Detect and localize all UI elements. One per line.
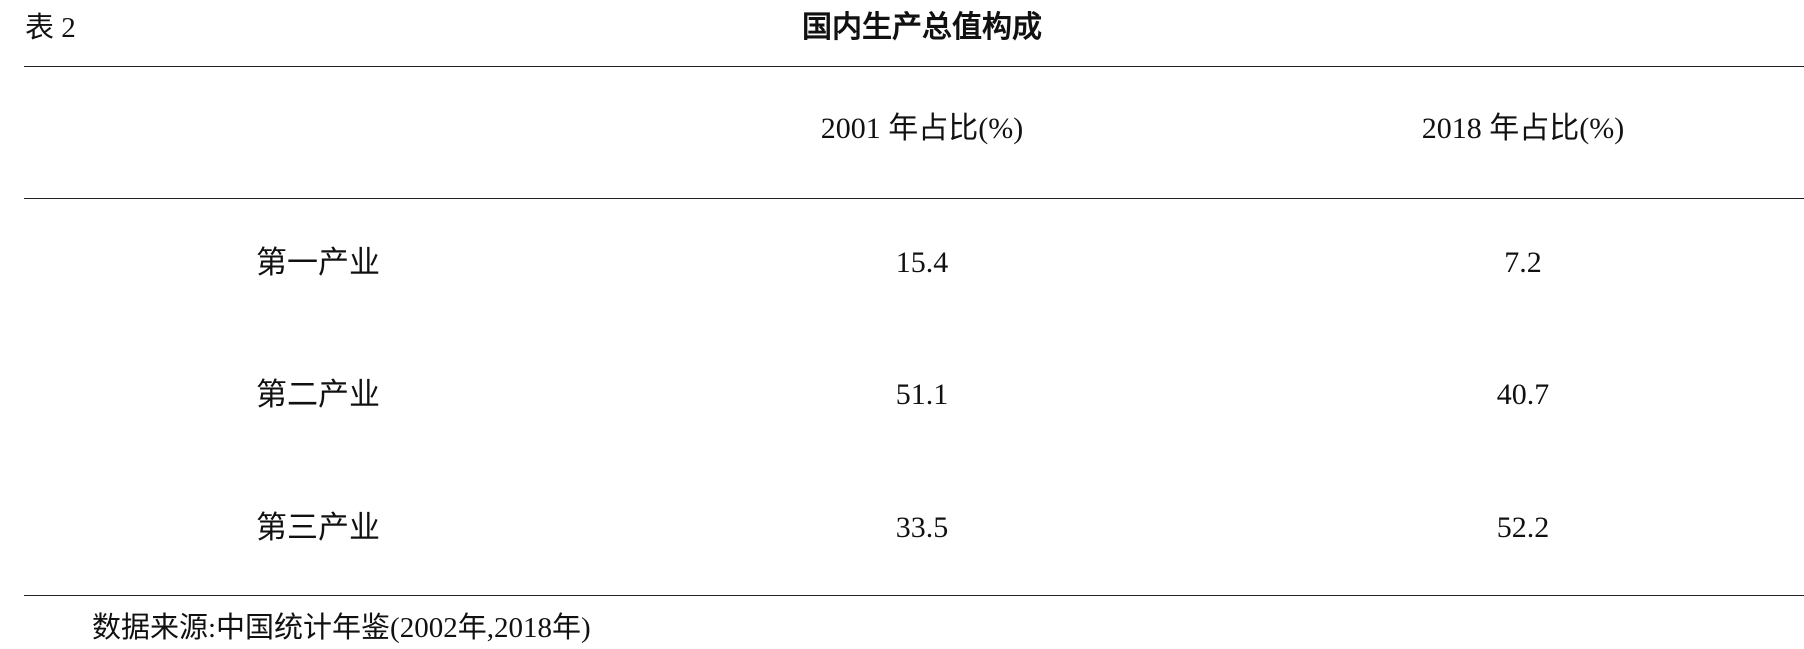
- table-cell: 51.1: [895, 378, 949, 411]
- header-rule: [24, 198, 1804, 199]
- table-label: 表 2: [25, 12, 76, 44]
- table-title: 国内生产总值构成: [802, 11, 1042, 44]
- column-header: 2018 年占比(%): [1421, 112, 1625, 145]
- table-cell: 52.2: [1496, 511, 1550, 544]
- table-cell: 15.4: [895, 246, 949, 279]
- source-note: 数据来源:中国统计年鉴(2002年,2018年): [92, 612, 591, 644]
- top-rule: [24, 66, 1804, 67]
- table-cell: 33.5: [895, 511, 949, 544]
- row-label: 第二产业: [256, 377, 380, 412]
- table-cell: 7.2: [1504, 246, 1542, 279]
- row-label: 第一产业: [256, 245, 380, 280]
- column-header: 2001 年占比(%): [820, 112, 1024, 145]
- table-cell: 40.7: [1496, 378, 1550, 411]
- bottom-rule: [24, 595, 1804, 596]
- row-label: 第三产业: [256, 510, 380, 545]
